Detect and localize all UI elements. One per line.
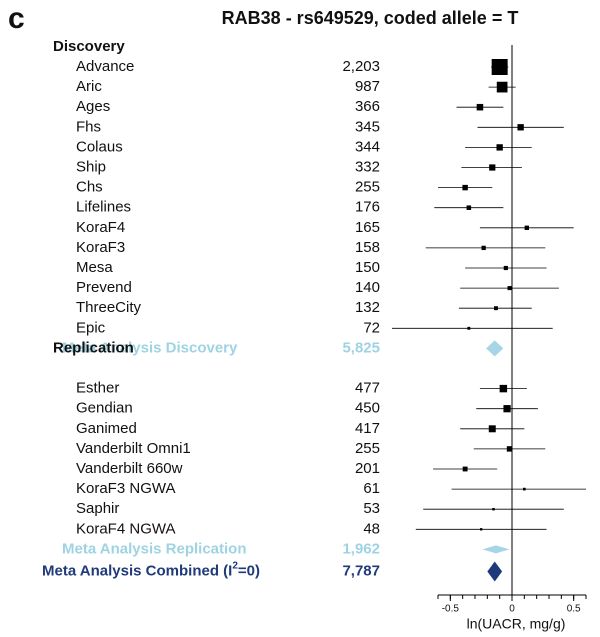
row-labels: Discovery Advance 2,203 Aric 987 Ages 366 Fhs 34… [42,38,380,580]
meta-diamond [482,545,510,554]
study-name: Colaus [76,138,123,155]
study-name: ThreeCity [76,299,142,316]
point-estimate [462,466,468,472]
study-n: 477 [355,380,380,397]
point-estimate [462,184,468,191]
study-name: Advance [76,58,134,75]
study-name: Vanderbilt 660w [76,460,183,477]
point-estimate [489,164,496,171]
point-estimate [476,103,484,111]
x-tick-label: 0.5 [567,604,581,615]
study-name: Aric [76,78,102,95]
study-n: 48 [363,520,380,537]
study-name: Mesa [76,259,113,276]
point-estimate [479,528,483,531]
point-estimate [467,326,471,330]
point-estimate [499,384,508,393]
combined-n: 7,787 [342,562,380,579]
study-name: Ganimed [76,420,137,437]
panel-label: c [8,2,25,35]
study-n: 176 [355,199,380,216]
study-n: 344 [355,138,380,155]
x-axis-label: ln(UACR, mg/g) [467,616,566,632]
point-estimate [494,306,498,311]
study-n: 450 [355,400,380,417]
meta-diamond [486,340,504,357]
study-n: 140 [355,279,380,296]
chart-title: RAB38 - rs649529, coded allele = T [221,8,519,28]
group-heading: Discovery [53,38,125,55]
point-estimate [523,487,526,491]
point-estimate [503,405,511,413]
study-name: KoraF4 [76,219,125,236]
study-name: KoraF4 NGWA [76,520,175,537]
point-estimate [496,144,503,151]
point-estimate [466,205,472,210]
point-estimate [491,59,508,75]
study-name: Saphir [76,500,119,517]
study-n: 158 [355,239,380,256]
point-estimate [492,507,495,511]
study-name: Epic [76,319,106,336]
study-name: Prevend [76,279,132,296]
group-heading: Replication [53,339,134,356]
study-name: Ship [76,158,106,175]
point-estimate [524,225,529,230]
study-name: KoraF3 NGWA [76,480,175,497]
meta-name: Meta Analysis Discovery [62,339,238,356]
x-tick-label: 0 [509,604,515,615]
study-n: 987 [355,78,380,95]
combined-diamond [487,561,503,582]
study-n: 201 [355,460,380,477]
study-n: 61 [363,480,380,497]
study-name: Fhs [76,118,101,135]
study-name: Lifelines [76,199,131,216]
study-n: 72 [363,319,380,336]
point-estimate [488,425,496,433]
study-n: 417 [355,420,380,437]
meta-n: 5,825 [342,339,380,356]
study-name: Ages [76,98,110,115]
study-n: 345 [355,118,380,135]
study-n: 255 [355,440,380,457]
x-tick-label: -0.5 [442,604,460,615]
x-axis: -0.5 0 0.5ln(UACR, mg/g) [437,594,587,632]
study-n: 366 [355,98,380,115]
meta-n: 1,962 [342,540,380,557]
study-n: 150 [355,259,380,276]
point-estimate [496,81,508,93]
combined-name: Meta Analysis Combined (I2=0) [42,560,260,579]
study-n: 53 [363,500,380,517]
study-n: 2,203 [342,58,380,75]
study-n: 165 [355,219,380,236]
study-name: Gendian [76,400,133,417]
point-estimate [506,446,513,452]
point-estimate [507,286,512,291]
study-name: Vanderbilt Omni1 [76,440,191,457]
meta-name: Meta Analysis Replication [62,540,247,557]
point-estimate [481,245,486,251]
study-n: 332 [355,158,380,175]
study-name: Esther [76,380,119,397]
study-name: KoraF3 [76,239,125,256]
study-name: Chs [76,179,103,196]
study-n: 132 [355,299,380,316]
plot-marks [392,45,586,595]
point-estimate [517,124,524,131]
point-estimate [503,265,508,271]
study-n: 255 [355,179,380,196]
